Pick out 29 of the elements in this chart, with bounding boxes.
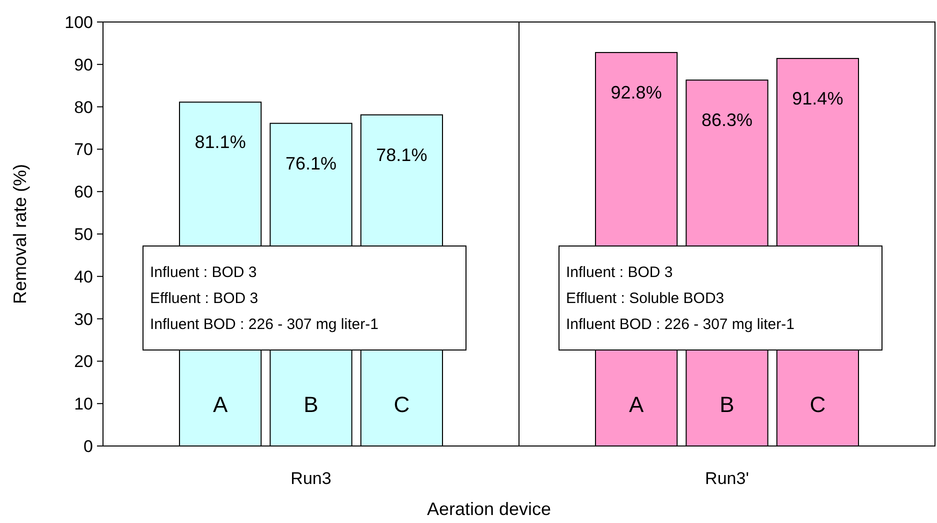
data-label: 78.1% [376,144,428,165]
text: B [720,392,734,417]
text: C [810,392,826,417]
y-tick-label: 50 [74,224,93,244]
data-label: 86.3% [701,110,753,130]
y-tick-label: 30 [74,310,93,329]
y-tick-label: 40 [74,267,93,286]
y-axis-title: Removal rate (%) [10,164,30,304]
text: A [628,392,644,417]
y-tick-label: 0 [84,436,93,456]
x-axis-title: Aeration device [426,499,552,519]
data-label: 92.8% [610,82,662,103]
y-tick-label: 100 [64,12,93,32]
annotation: Influent : BOD 3 Effluent : Soluble BOD3 Influent BOD : 226 - 307 mg liter-1 [566,264,794,333]
x-tick-label: Run3 [290,469,332,488]
series-label: C [394,392,410,417]
y-tick-label: 60 [74,182,93,202]
y-tick-label: 80 [74,98,93,117]
series-label: A [212,392,228,417]
y-tick-label: 10 [74,394,93,414]
y-tick-label: 90 [74,55,93,74]
series-label: B [304,392,318,417]
data-label: 81.1% [194,132,246,152]
y-tick-label: 70 [74,140,93,160]
x-tick-label: Run3' [705,469,749,488]
data-label: 91.4% [792,88,844,108]
data-label: 76.1% [285,153,337,174]
annotation: Influent : BOD 3 Effluent : BOD 3 Influent BOD : 226 - 307 mg liter-1 [150,264,378,333]
y-tick-label: 20 [74,352,93,372]
